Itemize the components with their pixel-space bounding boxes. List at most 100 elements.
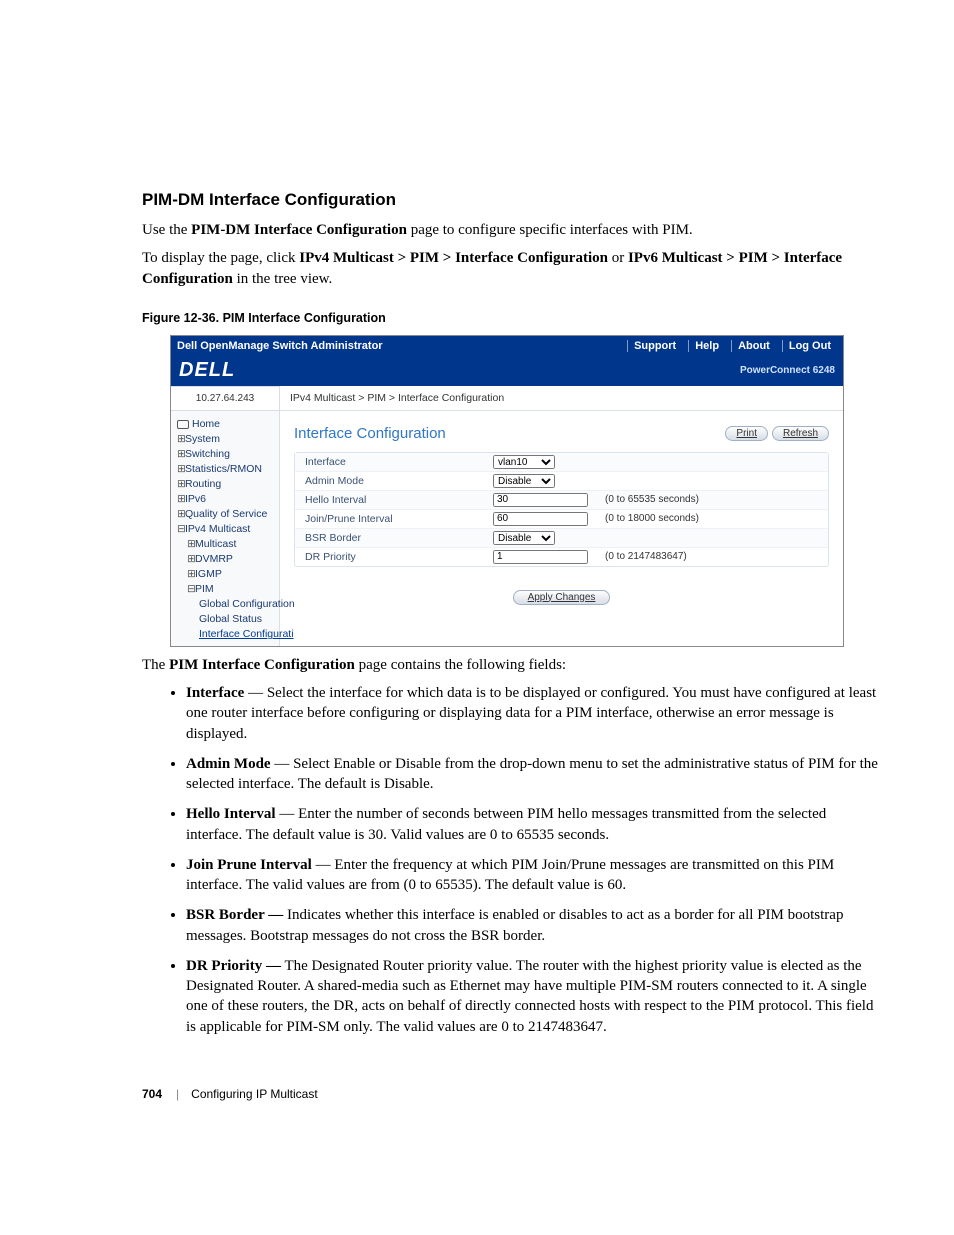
nav-pim[interactable]: ⊟PIM: [177, 582, 275, 597]
nav-home[interactable]: Home: [177, 417, 275, 432]
field-name: Hello Interval: [186, 806, 276, 822]
dr-input[interactable]: [493, 550, 588, 564]
field-name: Admin Mode: [186, 756, 271, 772]
nav-pim-gconf[interactable]: Global Configuration: [177, 597, 275, 612]
expand-icon: ⊞: [187, 553, 195, 565]
print-button[interactable]: Print: [725, 426, 768, 441]
row-adminmode: Admin Mode Disable: [295, 472, 828, 491]
cfg-label: Join/Prune Interval: [295, 513, 493, 525]
nav-switching[interactable]: ⊞Switching: [177, 447, 275, 462]
text: page to configure specific interfaces wi…: [407, 222, 693, 238]
text-bold: PIM-DM Interface Configuration: [191, 222, 407, 238]
row-joinprune: Join/Prune Interval (0 to 18000 seconds): [295, 510, 828, 529]
nav-qos[interactable]: ⊞Quality of Service: [177, 507, 275, 522]
nav-pim-iconf[interactable]: Interface Configurati: [177, 627, 275, 642]
nav-pim-gstat[interactable]: Global Status: [177, 612, 275, 627]
nav-path-1: IPv4 Multicast > PIM > Interface Configu…: [299, 250, 608, 266]
list-item: Admin Mode — Select Enable or Disable fr…: [186, 754, 882, 795]
expand-icon: ⊞: [177, 463, 185, 475]
nav-label: IGMP: [195, 568, 222, 580]
cfg-hint: (0 to 65535 seconds): [605, 494, 828, 505]
expand-icon: ⊞: [187, 568, 195, 580]
support-link[interactable]: Support: [627, 340, 682, 352]
row-hello: Hello Interval (0 to 65535 seconds): [295, 491, 828, 510]
expand-icon: ⊞: [177, 448, 185, 460]
nav-label: Routing: [185, 478, 221, 490]
row-bsr: BSR Border Disable: [295, 529, 828, 548]
config-table: Interface vlan10 Admin Mode Disable Hell…: [294, 452, 829, 567]
nav-ipv4m[interactable]: ⊟IPv4 Multicast: [177, 522, 275, 537]
expand-icon: ⊞: [177, 478, 185, 490]
logout-link[interactable]: Log Out: [782, 340, 837, 352]
nav-label: Quality of Service: [185, 508, 267, 520]
fields-intro: The PIM Interface Configuration page con…: [142, 655, 894, 675]
nav-label: Multicast: [195, 538, 236, 550]
row-interface: Interface vlan10: [295, 453, 828, 472]
adminmode-select[interactable]: Disable: [493, 474, 555, 488]
nav-label: IPv6: [185, 493, 206, 505]
list-item: DR Priority — The Designated Router prio…: [186, 956, 882, 1037]
collapse-icon: ⊟: [187, 583, 195, 595]
field-name: BSR Border —: [186, 907, 283, 923]
field-desc: — Select Enable or Disable from the drop…: [186, 756, 878, 792]
page: PIM-DM Interface Configuration Use the P…: [0, 0, 954, 1141]
chapter-title: Configuring IP Multicast: [191, 1087, 318, 1101]
field-desc: Indicates whether this interface is enab…: [186, 907, 843, 943]
nav-ipv6[interactable]: ⊞IPv6: [177, 492, 275, 507]
list-item: Join Prune Interval — Enter the frequenc…: [186, 855, 882, 896]
cfg-label: DR Priority: [295, 551, 493, 563]
text: To display the page, click: [142, 250, 299, 266]
nav-stats[interactable]: ⊞Statistics/RMON: [177, 462, 275, 477]
text: The: [142, 657, 169, 673]
page-number: 704: [142, 1087, 162, 1101]
window-titlebar: Dell OpenManage Switch Administrator Sup…: [171, 336, 843, 356]
nav-label: IPv4 Multicast: [185, 523, 250, 535]
joinprune-input[interactable]: [493, 512, 588, 526]
nav-multicast[interactable]: ⊞Multicast: [177, 537, 275, 552]
nav-tree: 10.27.64.243 Home ⊞System ⊞Switching ⊞St…: [171, 386, 280, 646]
nav-dvmrp[interactable]: ⊞DVMRP: [177, 552, 275, 567]
bsr-select[interactable]: Disable: [493, 531, 555, 545]
text-bold: PIM Interface Configuration: [169, 657, 355, 673]
nav-ip: 10.27.64.243: [171, 386, 279, 411]
refresh-button[interactable]: Refresh: [772, 426, 829, 441]
list-item: Interface — Select the interface for whi…: [186, 683, 882, 744]
nav-label: Home: [192, 418, 220, 430]
hello-input[interactable]: [493, 493, 588, 507]
logo-row: DELL PowerConnect 6248: [171, 356, 843, 386]
nav-system[interactable]: ⊞System: [177, 432, 275, 447]
field-desc: The Designated Router priority value. Th…: [186, 958, 873, 1035]
list-item: Hello Interval — Enter the number of sec…: [186, 804, 882, 845]
page-footer: 704 | Configuring IP Multicast: [142, 1087, 894, 1101]
interface-select[interactable]: vlan10: [493, 455, 555, 469]
device-model: PowerConnect 6248: [740, 365, 835, 376]
cfg-label: Hello Interval: [295, 494, 493, 506]
panel-title: Interface Configuration: [294, 425, 446, 442]
text: or: [608, 250, 628, 266]
about-link[interactable]: About: [731, 340, 776, 352]
field-name: Join Prune Interval: [186, 857, 312, 873]
expand-icon: ⊞: [177, 508, 185, 520]
row-dr: DR Priority (0 to 2147483647): [295, 548, 828, 566]
nav-label: Switching: [185, 448, 230, 460]
collapse-icon: ⊟: [177, 523, 185, 535]
text: page contains the following fields:: [355, 657, 566, 673]
nav-label: System: [185, 433, 220, 445]
intro-1: Use the PIM-DM Interface Configuration p…: [142, 220, 894, 240]
section-title: PIM-DM Interface Configuration: [142, 190, 894, 210]
nav-routing[interactable]: ⊞Routing: [177, 477, 275, 492]
dell-logo: DELL: [179, 359, 235, 382]
window-title: Dell OpenManage Switch Administrator: [177, 340, 383, 352]
footer-divider: |: [176, 1087, 179, 1101]
help-link[interactable]: Help: [688, 340, 725, 352]
nav-label: DVMRP: [195, 553, 233, 565]
field-name: DR Priority —: [186, 958, 281, 974]
screenshot-frame: Dell OpenManage Switch Administrator Sup…: [170, 335, 844, 647]
nav-label: PIM: [195, 583, 214, 595]
main-panel: IPv4 Multicast > PIM > Interface Configu…: [280, 386, 843, 646]
cfg-label: BSR Border: [295, 532, 493, 544]
apply-button[interactable]: Apply Changes: [513, 590, 611, 605]
nav-igmp[interactable]: ⊞IGMP: [177, 567, 275, 582]
figure-caption: Figure 12-36. PIM Interface Configuratio…: [142, 311, 894, 325]
home-icon: [177, 420, 189, 429]
